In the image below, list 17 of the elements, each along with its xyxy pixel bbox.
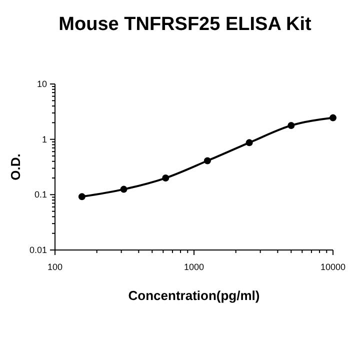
y-axis-title: O.D.: [8, 154, 23, 180]
x-tick-label: 100: [47, 262, 63, 272]
x-axis-title: Concentration(pg/ml): [128, 288, 260, 303]
y-tick-label: 0.01: [29, 245, 47, 255]
x-tick-label: 1000: [184, 262, 204, 272]
point: [204, 157, 211, 164]
chart-title: Mouse TNFRSF25 ELISA Kit: [58, 14, 312, 35]
y-tick-label: 0.1: [34, 190, 47, 200]
y-tick-label: 10: [36, 79, 47, 89]
point: [288, 122, 295, 129]
point: [120, 186, 128, 193]
point: [162, 174, 170, 182]
y-tick-label: 1: [42, 134, 47, 144]
x-tick-label: 10000: [320, 262, 346, 272]
point: [246, 139, 253, 146]
point: [330, 114, 336, 122]
point: [78, 193, 86, 200]
